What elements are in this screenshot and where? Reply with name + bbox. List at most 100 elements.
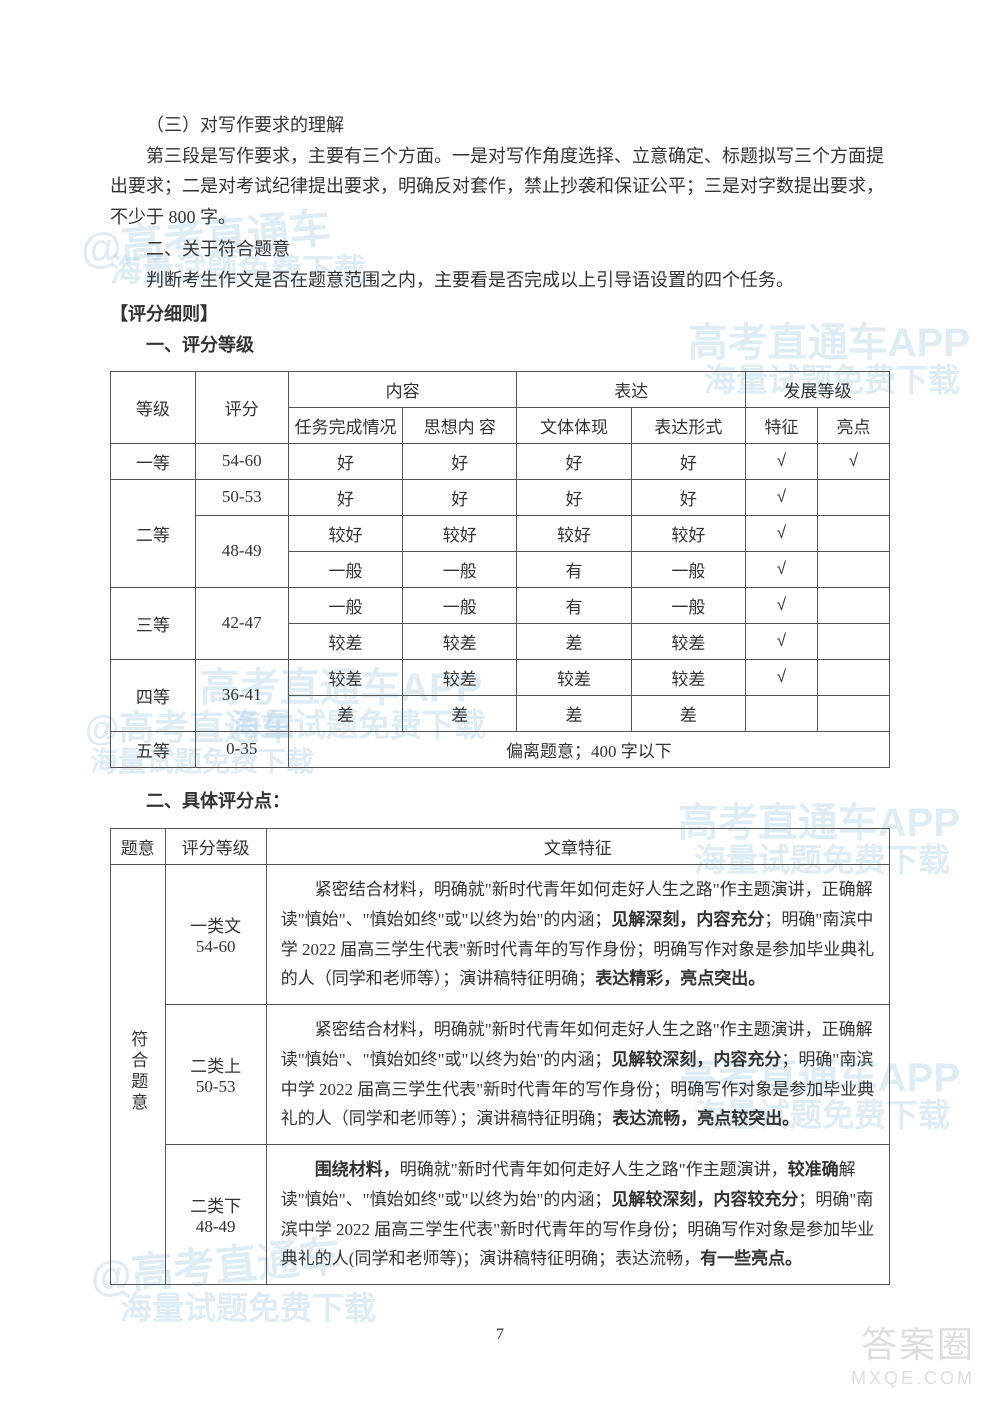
cell	[817, 587, 889, 623]
cell: 较差	[403, 659, 517, 695]
header-expression: 表达	[517, 371, 746, 407]
cell: 较差	[288, 659, 402, 695]
grading-table: 等级 评分 内容 表达 发展等级 任务完成情况 思想内 容 文体体现 表达形式 …	[110, 371, 890, 768]
rules-sub1: 一、评分等级	[110, 330, 890, 361]
cell: 较差	[403, 623, 517, 659]
subheader-dev1: 特征	[746, 407, 818, 443]
cell-score: 54-60	[195, 443, 288, 479]
table-row: 一等 54-60 好 好 好 好 √ √	[111, 443, 890, 479]
cell: 好	[517, 443, 631, 479]
cell: 较好	[631, 515, 745, 551]
cell: 好	[288, 479, 402, 515]
cell-tick: √	[746, 515, 818, 551]
cell: 一般	[631, 587, 745, 623]
cell	[817, 659, 889, 695]
cell-grade: 五等	[111, 731, 196, 767]
bottom-wm-main: 答案圈	[851, 1316, 975, 1368]
theme-cell: 符合题意	[111, 865, 166, 1285]
cell	[817, 695, 889, 731]
section3-paragraph: 第三段是写作要求，主要有三个方面。一是对写作角度选择、立意确定、标题拟写三个方面…	[110, 141, 890, 233]
cell-tick: √	[746, 443, 818, 479]
subheader-content2: 思想内 容	[403, 407, 517, 443]
cell-score: 42-47	[195, 587, 288, 659]
cell	[817, 515, 889, 551]
header-level: 评分等级	[165, 829, 266, 865]
table-row: 五等 0-35 偏离题意；400 字以下	[111, 731, 890, 767]
table-row: 二类下48-49 围绕材料，明确就"新时代青年如何走好人生之路"作主题演讲，较准…	[111, 1145, 890, 1285]
cell-tick: √	[746, 587, 818, 623]
section2-paragraph: 判断考生作文是否在题意范围之内，主要看是否完成以上引导语设置的四个任务。	[110, 265, 890, 296]
cell	[817, 551, 889, 587]
desc-cell: 紧密结合材料，明确就"新时代青年如何走好人生之路"作主题演讲，正确解读"慎始"、…	[266, 865, 889, 1005]
bottom-wm-sub: MXQE.COM	[851, 1368, 975, 1389]
desc-cell: 围绕材料，明确就"新时代青年如何走好人生之路"作主题演讲，较准确解读"慎始"、"…	[266, 1145, 889, 1285]
cell: 较差	[631, 659, 745, 695]
cell: 一般	[288, 587, 402, 623]
cell-tick: √	[746, 551, 818, 587]
cell: 好	[288, 443, 402, 479]
cell-tick: √	[746, 479, 818, 515]
header-feature: 文章特征	[266, 829, 889, 865]
theme-label: 符合题意	[125, 1030, 150, 1114]
table-row: 三等 42-47 一般 一般 有 一般 √	[111, 587, 890, 623]
header-content: 内容	[288, 371, 517, 407]
cell-tick: √	[746, 659, 818, 695]
page-number: 7	[496, 1326, 504, 1344]
cell: 好	[403, 443, 517, 479]
cell-grade: 三等	[111, 587, 196, 659]
section3-title: （三）对写作要求的理解	[110, 110, 890, 141]
cell: 有	[517, 587, 631, 623]
cell: 好	[631, 479, 745, 515]
cell: 差	[517, 695, 631, 731]
rules-sub2: 二、具体评分点：	[110, 786, 890, 817]
cell-score: 48-49	[195, 515, 288, 587]
rules-title: 【评分细则】	[110, 298, 890, 330]
cell-score: 0-35	[195, 731, 288, 767]
cell: 一般	[288, 551, 402, 587]
header-dev: 发展等级	[746, 371, 890, 407]
table-row: 二等 50-53 好 好 好 好 √	[111, 479, 890, 515]
table-row: 符合题意 一类文54-60 紧密结合材料，明确就"新时代青年如何走好人生之路"作…	[111, 865, 890, 1005]
cell	[817, 479, 889, 515]
section2-title: 二、关于符合题意	[110, 234, 890, 265]
document-content: （三）对写作要求的理解 第三段是写作要求，主要有三个方面。一是对写作角度选择、立…	[110, 110, 890, 1285]
cell-tick: √	[746, 623, 818, 659]
cell: 一般	[403, 587, 517, 623]
watermark: 海量试题免费下载	[120, 1283, 376, 1329]
subheader-exp1: 文体体现	[517, 407, 631, 443]
subheader-content1: 任务完成情况	[288, 407, 402, 443]
cell: 较好	[403, 515, 517, 551]
cell-grade: 一等	[111, 443, 196, 479]
cell-grade: 二等	[111, 479, 196, 587]
cell-grade: 四等	[111, 659, 196, 731]
level-cell: 二类下48-49	[165, 1145, 266, 1285]
cell: 好	[631, 443, 745, 479]
cell: 差	[631, 695, 745, 731]
cell-score: 36-41	[195, 659, 288, 731]
cell: 一般	[631, 551, 745, 587]
cell: 较差	[631, 623, 745, 659]
cell: 较好	[517, 515, 631, 551]
cell: 较差	[288, 623, 402, 659]
cell: 差	[517, 623, 631, 659]
cell	[746, 695, 818, 731]
header-grade: 等级	[111, 371, 196, 443]
cell	[817, 623, 889, 659]
table-header-row: 等级 评分 内容 表达 发展等级	[111, 371, 890, 407]
cell-merged: 偏离题意；400 字以下	[288, 731, 889, 767]
cell-score: 50-53	[195, 479, 288, 515]
level-cell: 一类文54-60	[165, 865, 266, 1005]
subheader-dev2: 亮点	[817, 407, 889, 443]
table-row: 二类上50-53 紧密结合材料，明确就"新时代青年如何走好人生之路"作主题演讲，…	[111, 1005, 890, 1145]
header-score: 评分	[195, 371, 288, 443]
table-row: 四等 36-41 较差 较差 较差 较差 √	[111, 659, 890, 695]
cell-tick: √	[817, 443, 889, 479]
subheader-exp2: 表达形式	[631, 407, 745, 443]
cell: 好	[517, 479, 631, 515]
scoring-detail-table: 题意 评分等级 文章特征 符合题意 一类文54-60 紧密结合材料，明确就"新时…	[110, 828, 890, 1285]
desc-cell: 紧密结合材料，明确就"新时代青年如何走好人生之路"作主题演讲，正确解读"慎始"、…	[266, 1005, 889, 1145]
cell: 较好	[288, 515, 402, 551]
cell: 差	[288, 695, 402, 731]
cell: 有	[517, 551, 631, 587]
cell: 一般	[403, 551, 517, 587]
